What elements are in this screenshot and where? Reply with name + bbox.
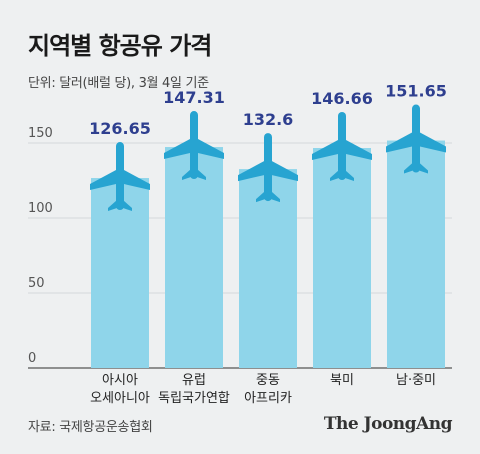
data-label: 126.65 bbox=[89, 119, 151, 138]
chart-title: 지역별 항공유 가격 bbox=[28, 32, 212, 60]
data-label: 146.66 bbox=[311, 89, 373, 108]
bar bbox=[313, 148, 371, 368]
airplane-icon bbox=[90, 142, 150, 212]
y-tick-label: 150 bbox=[28, 126, 53, 141]
chart-subtitle: 단위: 달러(배럴 당), 3월 4일 기준 bbox=[28, 76, 209, 91]
y-tick-label: 0 bbox=[28, 351, 36, 366]
brand-logo: The JoongAng bbox=[323, 414, 453, 434]
y-tick-labels: 0 50 100 150 bbox=[28, 126, 53, 366]
category-label: 중동 아프리카 bbox=[244, 373, 292, 406]
bar bbox=[239, 169, 297, 368]
airplane-icon bbox=[386, 104, 446, 174]
bars: 126.65 147.31 132.6 146.66 151.65 bbox=[89, 82, 447, 368]
data-label: 132.6 bbox=[243, 110, 294, 129]
source-note: 자료: 국제항공운송협회 bbox=[28, 420, 153, 435]
y-tick-label: 100 bbox=[28, 201, 53, 216]
bar bbox=[387, 140, 445, 368]
category-label: 유럽 독립국가연합 bbox=[158, 373, 230, 406]
bar bbox=[165, 147, 223, 368]
data-label: 147.31 bbox=[163, 88, 225, 107]
y-tick-label: 50 bbox=[28, 276, 45, 291]
airplane-icon bbox=[238, 133, 298, 203]
airplane-icon bbox=[164, 111, 224, 181]
category-label: 남·중미 bbox=[396, 373, 436, 388]
airplane-icon bbox=[312, 112, 372, 182]
category-label: 아시아 오세아니아 bbox=[90, 373, 150, 406]
data-label: 151.65 bbox=[385, 82, 447, 101]
category-label: 북미 bbox=[330, 373, 354, 388]
